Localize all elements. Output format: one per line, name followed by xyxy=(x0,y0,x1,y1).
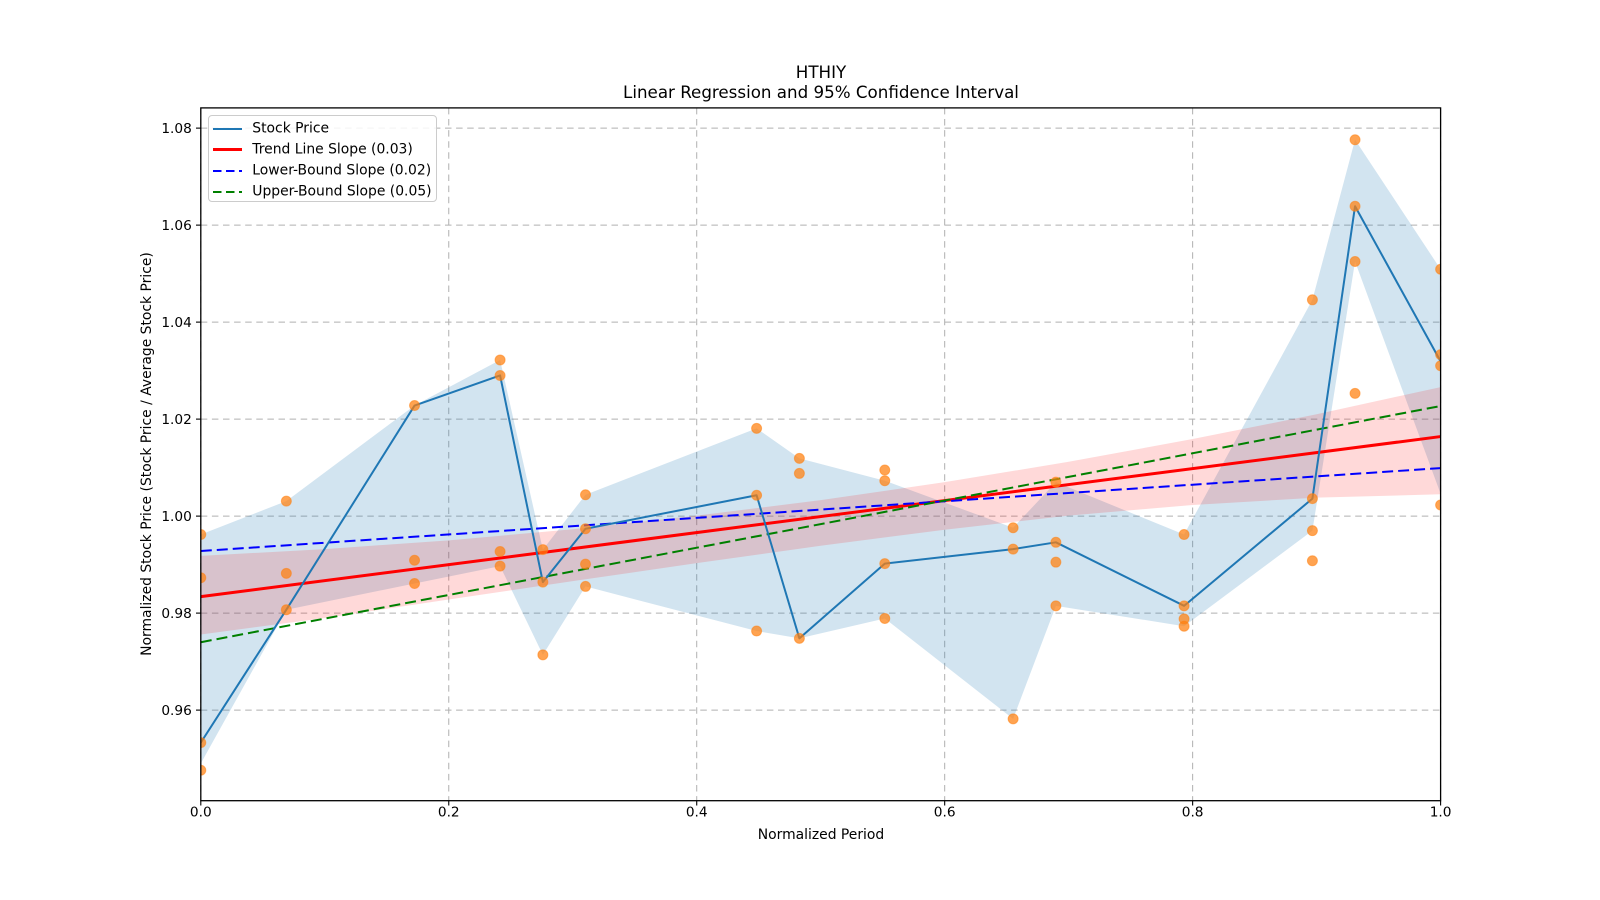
scatter-point xyxy=(200,764,207,776)
legend-item: Upper-Bound Slope (0.05) xyxy=(209,181,436,202)
scatter-point xyxy=(409,578,421,590)
legend-item-label: Upper-Bound Slope (0.05) xyxy=(252,183,432,200)
scatter-point xyxy=(1050,600,1062,612)
scatter-point xyxy=(1349,134,1361,146)
confidence-band xyxy=(200,387,1441,635)
x-tick-label: 0.2 xyxy=(438,804,460,820)
legend-line-sample xyxy=(213,127,243,131)
chart-subtitle: Linear Regression and 95% Confidence Int… xyxy=(623,82,1019,102)
scatter-point xyxy=(580,580,592,592)
scatter-point xyxy=(280,495,292,507)
scatter-points xyxy=(200,134,1441,776)
x-tick-label: 1.0 xyxy=(1430,804,1452,820)
scatter-point xyxy=(200,529,207,541)
scatter-point xyxy=(879,558,891,570)
scatter-point xyxy=(494,354,506,366)
scatter-point xyxy=(409,554,421,566)
scatter-point xyxy=(1178,529,1190,541)
scatter-point xyxy=(793,632,805,644)
scatter-point xyxy=(280,604,292,616)
x-tick-label: 0.6 xyxy=(934,804,956,820)
y-tick-label: 1.02 xyxy=(161,412,191,428)
scatter-point xyxy=(200,572,207,584)
x-tick-label: 0.8 xyxy=(1182,804,1204,820)
y-tick-label: 0.98 xyxy=(161,606,191,622)
scatter-point xyxy=(537,544,549,556)
price-range-band xyxy=(200,139,1441,764)
scatter-point xyxy=(494,560,506,572)
scatter-point xyxy=(1306,555,1318,567)
scatter-point xyxy=(1349,200,1361,212)
y-tick-label: 1.04 xyxy=(161,315,191,331)
scatter-point xyxy=(1050,476,1062,488)
scatter-point xyxy=(1050,536,1062,548)
axes-spines xyxy=(200,107,1442,802)
scatter-point xyxy=(1349,387,1361,399)
legend-item-label: Trend Line Slope (0.03) xyxy=(252,141,413,158)
scatter-point xyxy=(793,452,805,464)
x-tick-label: 0.0 xyxy=(190,804,212,820)
scatter-point xyxy=(580,489,592,501)
scatter-point xyxy=(537,649,549,661)
scatter-point xyxy=(879,612,891,624)
scatter-point xyxy=(409,400,421,412)
legend-item: Trend Line Slope (0.03) xyxy=(209,139,436,160)
x-axis-label: Normalized Period xyxy=(757,827,885,843)
legend-line-sample xyxy=(213,147,243,152)
scatter-point xyxy=(494,546,506,558)
y-tick-label: 0.96 xyxy=(161,703,191,719)
scatter-point xyxy=(1178,600,1190,612)
scatter-point xyxy=(879,464,891,476)
ticks xyxy=(196,127,1442,806)
x-tick-label: 0.4 xyxy=(686,804,708,820)
scatter-point xyxy=(1349,255,1361,267)
legend-item-label: Stock Price xyxy=(252,120,330,137)
legend-line-sample xyxy=(213,169,243,173)
scatter-point xyxy=(1007,713,1019,725)
legend-item-label: Lower-Bound Slope (0.02) xyxy=(252,162,432,179)
tick-labels: 0.0 0.2 0.4 0.6 0.8 1.0 0.96 0.98 1.00 1.02 1.04 1.… xyxy=(161,121,1451,820)
scatter-point xyxy=(1306,294,1318,306)
scatter-point xyxy=(751,625,763,637)
chart-title: HTHIY xyxy=(795,61,847,82)
scatter-point xyxy=(580,558,592,570)
scatter-point xyxy=(494,369,506,381)
scatter-point xyxy=(1178,620,1190,632)
scatter-point xyxy=(1007,522,1019,534)
scatter-point xyxy=(879,475,891,487)
y-tick-label: 1.00 xyxy=(161,509,191,525)
y-tick-label: 1.08 xyxy=(161,121,191,137)
scatter-point xyxy=(793,467,805,479)
upper-bound-slope-0-05--line xyxy=(200,405,1441,644)
scatter-point xyxy=(280,567,292,579)
scatter-point xyxy=(1306,525,1318,537)
legend-line-sample xyxy=(213,190,243,194)
legend-item: Stock Price xyxy=(209,119,436,140)
legend-item: Lower-Bound Slope (0.02) xyxy=(209,160,436,181)
trend-line-slope-0-03--line xyxy=(200,435,1441,599)
scatter-point xyxy=(1007,543,1019,555)
scatter-point xyxy=(751,422,763,434)
scatter-point xyxy=(1050,556,1062,568)
scatter-point xyxy=(751,489,763,501)
y-tick-label: 1.06 xyxy=(161,218,191,234)
scatter-point xyxy=(200,737,207,749)
scatter-point xyxy=(1306,493,1318,505)
scatter-point xyxy=(537,576,549,588)
scatter-point xyxy=(580,523,592,535)
legend: Stock Price Trend Line Slope (0.03) Lower-… xyxy=(207,115,437,202)
